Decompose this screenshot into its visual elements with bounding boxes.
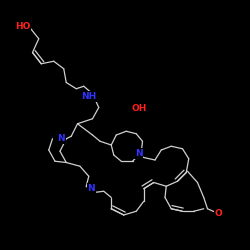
Text: NH: NH bbox=[81, 92, 96, 101]
Text: HO: HO bbox=[15, 22, 30, 31]
Text: O: O bbox=[215, 209, 223, 218]
Text: N: N bbox=[88, 184, 95, 193]
Text: N: N bbox=[135, 149, 142, 158]
Text: OH: OH bbox=[131, 104, 146, 113]
Text: N: N bbox=[58, 134, 65, 143]
